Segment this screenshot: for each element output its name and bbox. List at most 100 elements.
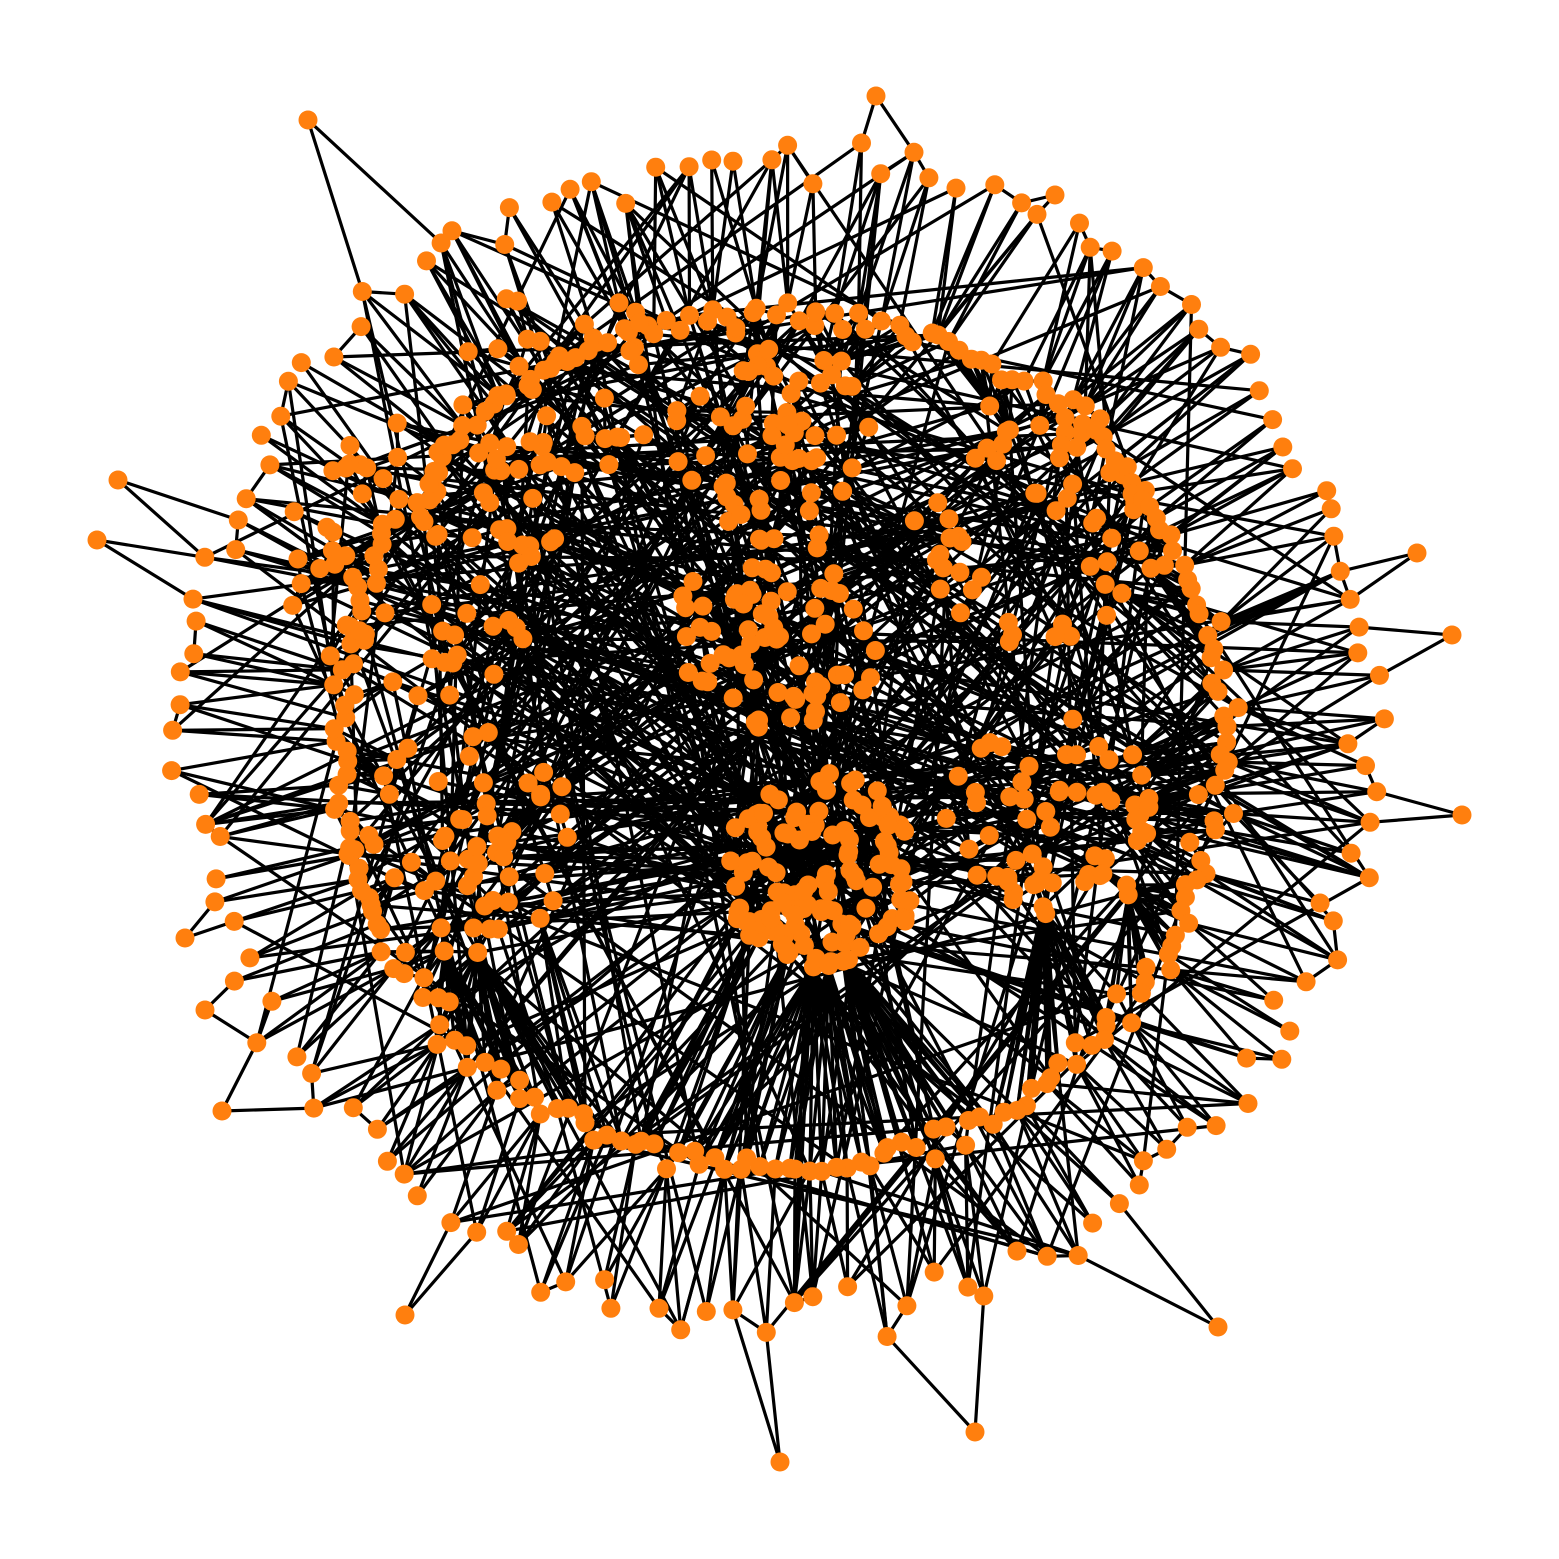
graph-node	[733, 594, 753, 614]
graph-edge	[841, 959, 904, 1144]
graph-node	[1099, 750, 1119, 770]
graph-edge	[232, 877, 360, 924]
graph-edge	[421, 950, 480, 1000]
graph-edge	[1125, 389, 1261, 469]
graph-node	[459, 746, 479, 766]
graph-node	[690, 386, 710, 406]
graph-edge	[1139, 991, 1250, 1106]
graph-edge	[657, 1162, 701, 1310]
graph-edge	[652, 936, 761, 1146]
graph-node	[1030, 415, 1050, 435]
graph-node	[1367, 782, 1387, 802]
graph-node	[429, 463, 449, 482]
graph-node	[1129, 1175, 1149, 1195]
graph-edge	[1357, 625, 1454, 637]
graph-node	[1211, 612, 1231, 632]
graph-node	[1317, 481, 1337, 501]
graph-node	[833, 481, 853, 501]
graph-node	[1093, 864, 1113, 884]
graph-edge	[1125, 352, 1253, 469]
graph-edge	[402, 1065, 469, 1176]
graph-edge	[664, 1167, 683, 1332]
graph-node	[499, 867, 519, 887]
graph-node	[696, 1302, 716, 1321]
graph-node	[996, 422, 1016, 442]
graph-node	[1122, 1013, 1142, 1033]
graph-node	[939, 509, 959, 529]
graph-node	[467, 837, 487, 856]
graph-edge	[197, 783, 341, 797]
graph-node	[971, 738, 991, 758]
graph-node	[1003, 890, 1023, 910]
graph-node	[175, 928, 195, 948]
graph-edge	[436, 950, 480, 1000]
graph-node	[1182, 295, 1201, 314]
graph-edge	[657, 1167, 669, 1310]
graph-node	[725, 818, 745, 838]
graph-node	[468, 943, 488, 962]
graph-node	[1117, 457, 1137, 477]
graph-node	[323, 522, 343, 542]
graph-node	[644, 324, 664, 344]
graph-node	[574, 1104, 594, 1124]
graph-edge	[963, 1143, 1019, 1253]
graph-edge	[602, 1167, 669, 1282]
graph-edge	[1070, 482, 1105, 876]
graph-node	[475, 896, 495, 916]
graph-node	[1360, 812, 1380, 832]
graph-node	[473, 483, 493, 503]
graph-node	[183, 589, 203, 609]
graph-node	[767, 305, 786, 325]
graph-node	[851, 1152, 871, 1172]
graph-node	[537, 406, 557, 426]
graph-node	[1057, 488, 1077, 508]
graph-edge	[1102, 1037, 1169, 1151]
graph-edge	[1183, 534, 1336, 567]
graph-node	[1022, 844, 1042, 864]
graph-node	[940, 528, 960, 548]
graph-edge	[232, 950, 383, 983]
graph-node	[802, 451, 822, 471]
graph-node	[601, 1298, 621, 1318]
graph-node	[488, 919, 508, 939]
graph-node	[302, 1063, 322, 1083]
graph-edge	[946, 201, 1024, 344]
graph-node	[669, 1143, 689, 1163]
graph-node	[470, 575, 490, 595]
graph-node	[1068, 1246, 1088, 1265]
graph-edge	[573, 471, 768, 849]
graph-node	[778, 293, 798, 313]
graph-node	[1249, 381, 1269, 401]
graph-node	[1037, 1074, 1057, 1094]
graph-node	[453, 395, 473, 415]
graph-edge	[505, 1138, 596, 1233]
graph-node	[427, 1034, 447, 1054]
graph-node	[948, 766, 968, 786]
graph-node	[891, 859, 911, 879]
graph-edge	[764, 1330, 782, 1464]
graph-node	[839, 950, 858, 970]
graph-node	[756, 559, 775, 579]
graph-node	[458, 342, 478, 362]
graph-node	[692, 671, 712, 691]
graph-edge	[735, 519, 917, 596]
graph-edge	[1010, 378, 1308, 984]
graph-node	[703, 300, 723, 320]
graph-edge	[868, 1164, 936, 1274]
graph-node	[497, 437, 517, 457]
graph-edge	[710, 158, 715, 312]
graph-edge	[589, 180, 642, 325]
graph-node	[620, 341, 640, 361]
graph-edge	[792, 1169, 812, 1305]
graph-node	[413, 988, 433, 1007]
graph-edge	[979, 416, 1067, 750]
graph-edge	[310, 966, 396, 1076]
graph-edge	[351, 1042, 439, 1110]
graph-node	[186, 611, 206, 631]
graph-node	[1042, 873, 1062, 893]
graph-node	[340, 436, 360, 455]
graph-node	[825, 303, 845, 323]
graph-edge	[1221, 625, 1361, 672]
graph-edge	[624, 201, 642, 325]
graph-node	[772, 934, 792, 954]
